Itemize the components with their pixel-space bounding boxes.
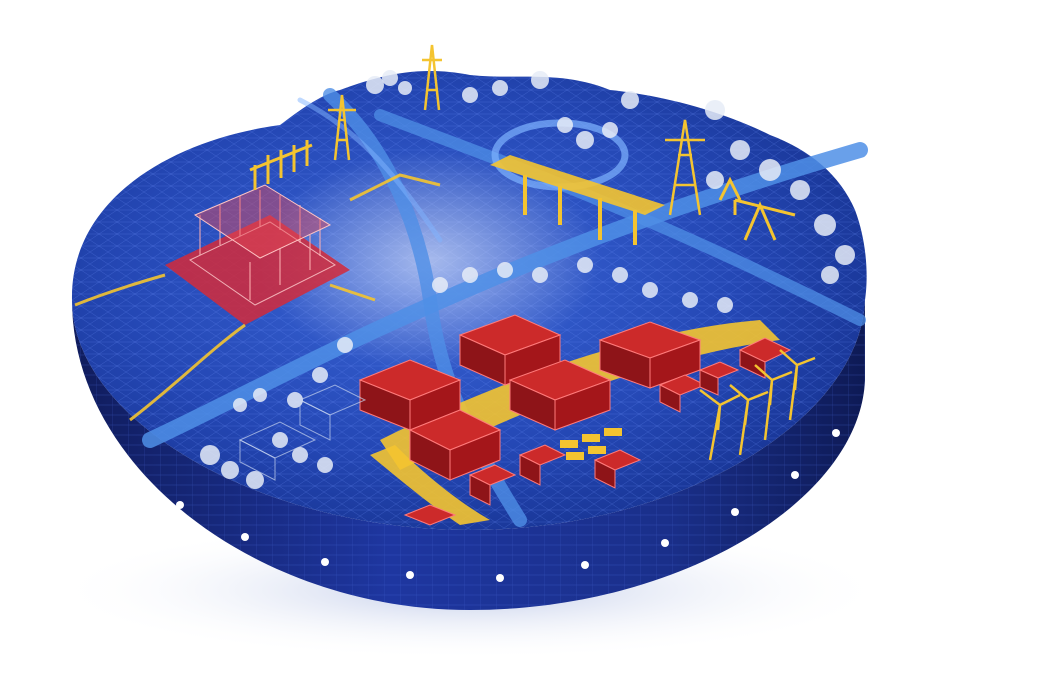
wireframe-buildings — [238, 384, 367, 481]
oil-pump-icon — [718, 176, 796, 241]
disc-top-surface — [71, 70, 867, 530]
disc-side-wall — [72, 300, 865, 610]
parking-lot — [560, 428, 622, 460]
tree-icon — [200, 70, 855, 489]
disc-rivets — [91, 426, 840, 582]
substation-icon — [249, 140, 313, 190]
factory-building-icon — [358, 314, 792, 526]
data-center-icon — [165, 184, 350, 325]
transmission-tower-icon — [328, 44, 705, 216]
bridge-icon — [490, 155, 665, 245]
transmission-lines — [74, 173, 441, 422]
wind-turbine-icon — [699, 349, 816, 461]
